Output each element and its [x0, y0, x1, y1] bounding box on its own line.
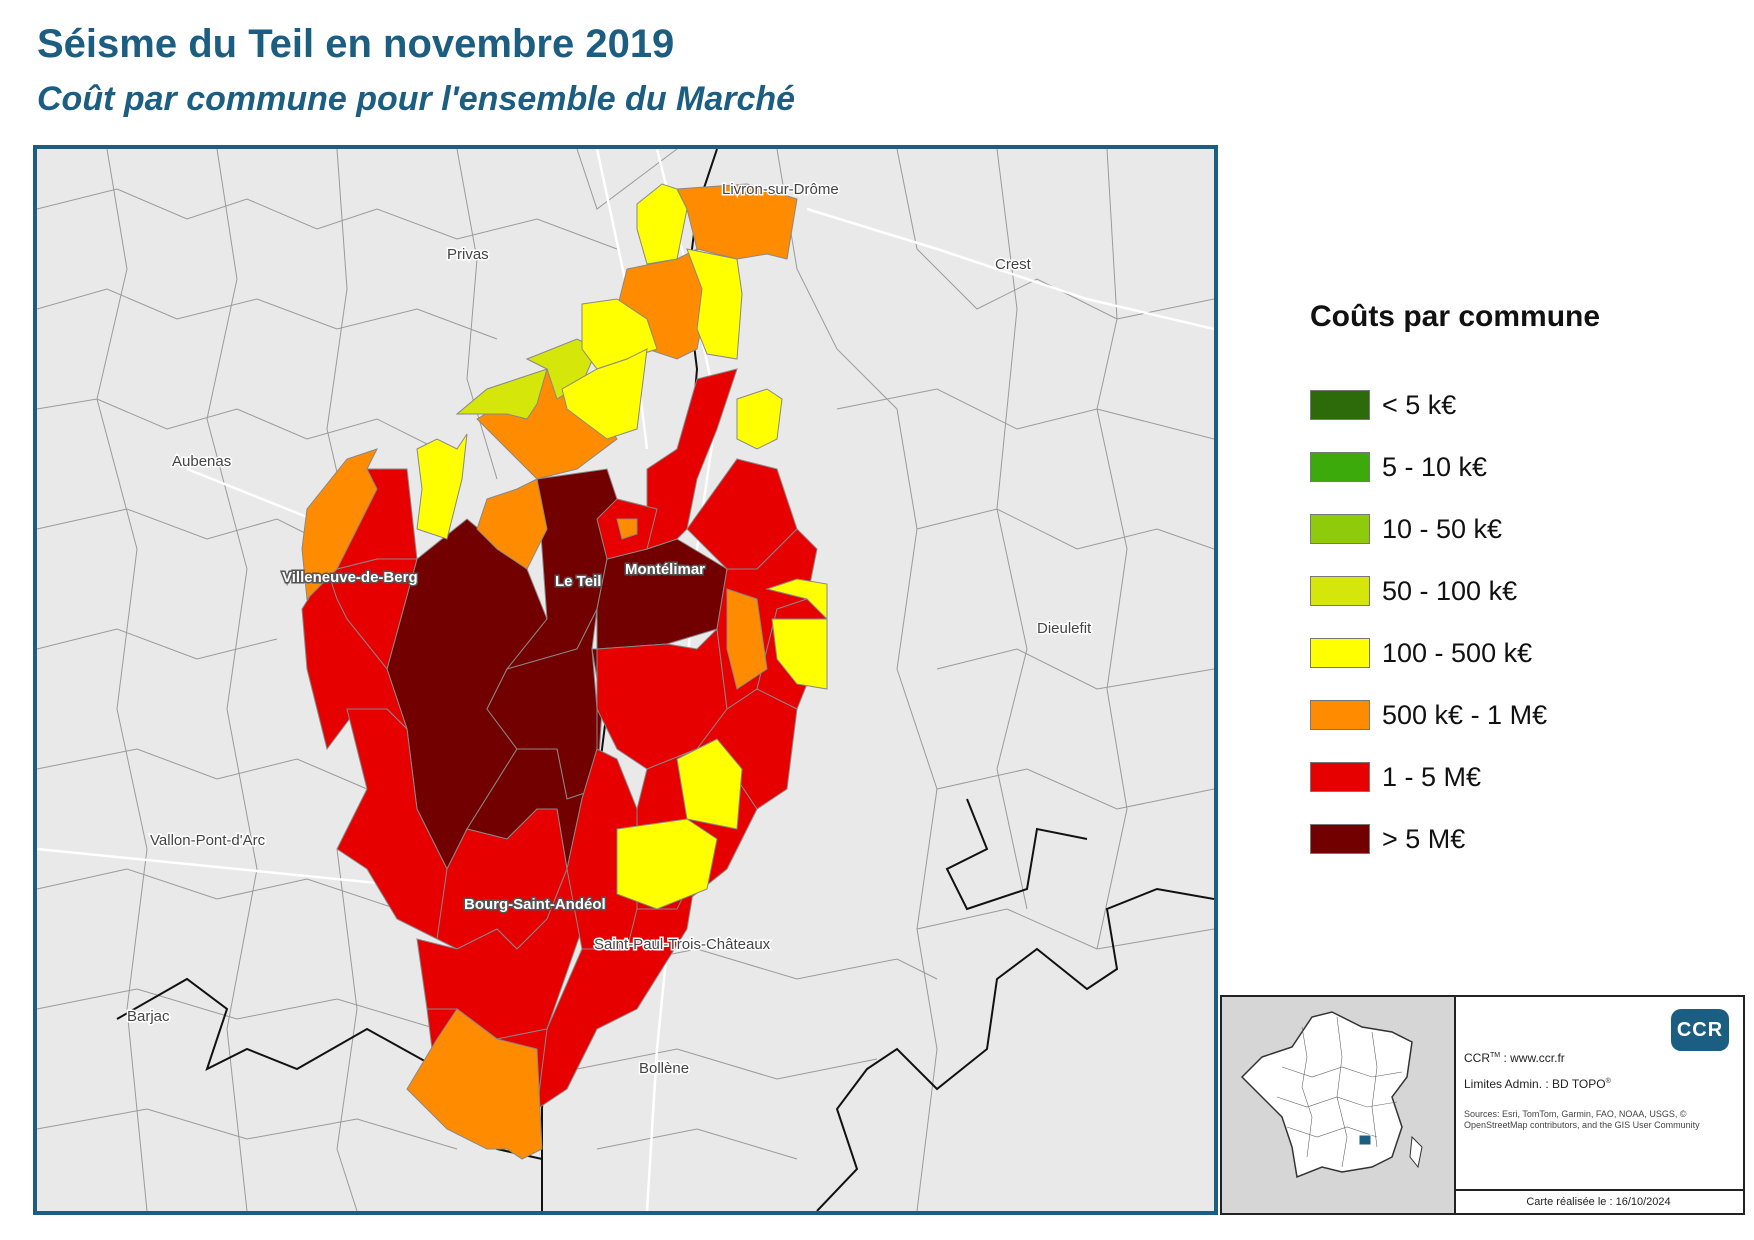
website-text: : www.ccr.fr — [1500, 1051, 1565, 1065]
credits: CCR CCRTM : www.ccr.fr Limites Admin. : … — [1454, 997, 1743, 1213]
city-label: Dieulefit — [1037, 620, 1092, 637]
legend-swatch — [1310, 638, 1370, 668]
map-canvas[interactable]: Livron-sur-Drôme Privas Crest Aubenas Vi… — [37, 149, 1214, 1211]
legend-label: 50 - 100 k€ — [1382, 575, 1518, 606]
commune-polygon — [726, 588, 768, 690]
commune-polygon — [416, 433, 468, 540]
city-label: Saint-Paul-Trois-Châteaux — [594, 936, 771, 953]
legend-swatch — [1310, 700, 1370, 730]
sources-credit: Sources: Esri, TomTom, Garmin, FAO, NOAA… — [1464, 1109, 1700, 1130]
city-label: Montélimar — [625, 561, 705, 578]
commune-polygon — [736, 388, 783, 450]
legend-item: 500 k€ - 1 M€ — [1310, 684, 1730, 746]
legend-label: 100 - 500 k€ — [1382, 637, 1533, 668]
city-label: Le Teil — [555, 573, 601, 590]
legend-item: 10 - 50 k€ — [1310, 498, 1730, 560]
commune-boundaries — [37, 149, 1214, 1211]
map-subtitle: Coût par commune pour l'ensemble du Marc… — [37, 80, 796, 118]
commune-polygon — [636, 183, 688, 265]
map-frame[interactable]: Livron-sur-Drôme Privas Crest Aubenas Vi… — [33, 145, 1218, 1215]
legend-swatch — [1310, 514, 1370, 544]
city-label: Privas — [447, 246, 489, 263]
city-label: Bourg-Saint-Andéol — [464, 896, 606, 913]
limits-credit: Limites Admin. : BD TOPO® — [1464, 1077, 1611, 1091]
city-label: Villeneuve-de-Berg — [282, 569, 418, 586]
legend-swatch — [1310, 762, 1370, 792]
commune-polygon — [616, 818, 718, 910]
france-outline-icon — [1222, 997, 1452, 1213]
commune-polygon — [616, 518, 638, 540]
commune-polygon — [646, 368, 738, 550]
info-box: CCR CCRTM : www.ccr.fr Limites Admin. : … — [1220, 995, 1745, 1215]
commune-polygon — [561, 348, 648, 440]
creation-date: Carte réalisée le : 16/10/2024 — [1454, 1189, 1743, 1213]
website-prefix: CCR — [1464, 1051, 1490, 1065]
legend-swatch — [1310, 824, 1370, 854]
ccr-logo: CCR — [1671, 1009, 1729, 1051]
legend-item: 1 - 5 M€ — [1310, 746, 1730, 808]
commune-polygon — [301, 448, 378, 601]
website-credit: CCRTM : www.ccr.fr — [1464, 1051, 1565, 1065]
legend-title: Coûts par commune — [1310, 300, 1601, 333]
commune-polygon — [476, 478, 548, 570]
legend-swatch — [1310, 390, 1370, 420]
choropleth-communes[interactable] — [301, 183, 828, 1160]
legend-label: 5 - 10 k€ — [1382, 451, 1488, 482]
legend-swatch — [1310, 452, 1370, 482]
legend-label: > 5 M€ — [1382, 823, 1466, 854]
commune-polygon — [771, 618, 828, 690]
legend-item: 100 - 500 k€ — [1310, 622, 1730, 684]
city-label: Bollène — [639, 1060, 689, 1077]
map-title: Séisme du Teil en novembre 2019 — [37, 22, 675, 66]
france-inset-map — [1222, 997, 1456, 1213]
registered-mark: ® — [1605, 1078, 1611, 1085]
limits-text: Limites Admin. : BD TOPO — [1464, 1077, 1606, 1091]
legend-item: 5 - 10 k€ — [1310, 436, 1730, 498]
city-label: Aubenas — [172, 453, 231, 470]
commune-polygon — [455, 368, 548, 420]
legend-label: 500 k€ - 1 M€ — [1382, 699, 1548, 730]
legend-swatch — [1310, 576, 1370, 606]
commune-polygon — [676, 738, 743, 830]
commune-polygon — [406, 1008, 543, 1160]
city-labels: Livron-sur-Drôme Privas Crest Aubenas Vi… — [126, 180, 1094, 1079]
legend-item: 50 - 100 k€ — [1310, 560, 1730, 622]
city-label: Crest — [995, 256, 1032, 273]
legend-item: < 5 k€ — [1310, 374, 1730, 436]
trademark-mark: TM — [1490, 1052, 1501, 1059]
city-label: Vallon-Pont-d'Arc — [150, 832, 266, 849]
legend: Coûts par commune < 5 k€ 5 - 10 k€ 10 - … — [1310, 300, 1730, 870]
legend-label: 1 - 5 M€ — [1382, 761, 1482, 792]
legend-label: 10 - 50 k€ — [1382, 513, 1503, 544]
legend-label: < 5 k€ — [1382, 389, 1457, 420]
legend-item: > 5 M€ — [1310, 808, 1730, 870]
commune-polygon — [686, 248, 743, 360]
commune-polygon — [765, 578, 828, 621]
city-label: Barjac — [127, 1008, 170, 1025]
area-marker-icon — [1358, 1134, 1372, 1146]
city-label: Livron-sur-Drôme — [722, 181, 839, 198]
commune-polygon — [676, 183, 798, 260]
